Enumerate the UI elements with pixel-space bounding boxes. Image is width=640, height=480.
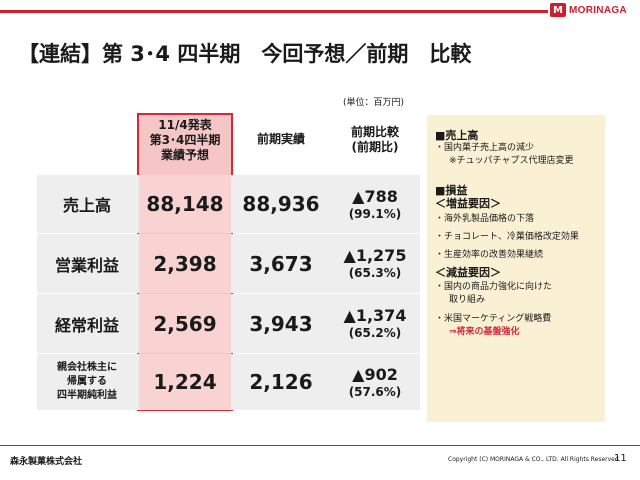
company-logo: M MORINAGA bbox=[550, 3, 627, 17]
ratio-ordinary-profit: (65.2%) bbox=[348, 326, 402, 340]
col-header-comparison: 前期比較 (前期比) bbox=[350, 125, 399, 154]
increase-factor-1: ・海外乳製品価格の下落 bbox=[435, 214, 535, 224]
hl-cell-ordinary bbox=[139, 294, 231, 353]
diff-net-income: ▲902 bbox=[352, 364, 398, 384]
header-rule bbox=[0, 10, 548, 13]
row-label-sales: 売上高 bbox=[62, 196, 111, 215]
row-label-ordinary-profit: 経常利益 bbox=[54, 315, 119, 335]
company-name: 森永製菓株式会社 bbox=[10, 457, 83, 467]
diff-operating-profit: ▲1,275 bbox=[343, 246, 407, 265]
comparison-net-income: ▲902 (57.6%) bbox=[330, 354, 420, 410]
page-title: 【連結】第 3･4 四半期 今回予想／前期 比較 bbox=[18, 42, 472, 66]
sales-note-1: ・国内菓子売上高の減少 bbox=[435, 143, 535, 153]
comparison-sales: ▲788 (99.1%) bbox=[330, 175, 420, 233]
hl-cell-operating bbox=[139, 234, 231, 293]
brand-name: MORINAGA bbox=[569, 4, 627, 16]
prior-operating-profit: 3,673 bbox=[249, 251, 313, 276]
prior-ordinary-profit: 3,943 bbox=[249, 311, 313, 336]
sales-heading: ■売上高 bbox=[435, 129, 479, 142]
forecast-ordinary-profit: 2,569 bbox=[153, 311, 217, 336]
prior-net-income: 2,126 bbox=[249, 370, 313, 394]
row-label-operating-profit: 営業利益 bbox=[54, 255, 119, 275]
decrease-factor-2: ・米国マーケティング戦略費 bbox=[435, 314, 552, 324]
forecast-sales: 88,148 bbox=[146, 192, 224, 216]
decrease-factor-1-cont: 取り組み bbox=[449, 295, 486, 305]
col-header-prior: 前期実績 bbox=[256, 132, 305, 146]
profit-heading: ■損益 bbox=[435, 184, 468, 197]
decrease-factor-2-note: ⇒将来の基盤強化 bbox=[449, 327, 520, 337]
footer-rule bbox=[0, 445, 640, 446]
forecast-operating-profit: 2,398 bbox=[153, 251, 217, 276]
explanation-panel: ■売上高 ・国内菓子売上高の減少 ※チュッパチャプス代理店変更 ■損益 ＜増益要… bbox=[427, 115, 605, 422]
morinaga-angel-icon: M bbox=[550, 3, 566, 17]
forecast-net-income: 1,224 bbox=[153, 370, 217, 394]
increase-factors-heading: ＜増益要因＞ bbox=[435, 197, 501, 210]
ratio-net-income: (57.6%) bbox=[348, 384, 402, 399]
increase-factor-3: ・生産効率の改善効果継続 bbox=[435, 250, 544, 260]
decrease-factors-heading: ＜減益要因＞ bbox=[435, 266, 501, 279]
page-number: 11 bbox=[614, 453, 627, 464]
hl-cell-sales bbox=[139, 175, 231, 233]
hl-cell-net bbox=[139, 354, 231, 409]
ratio-operating-profit: (65.3%) bbox=[348, 266, 402, 280]
ratio-sales: (99.1%) bbox=[348, 206, 402, 221]
decrease-factor-1: ・国内の商品力強化に向けた bbox=[435, 282, 553, 292]
row-label-net-income: 親会社株主に 帰属する 四半期純利益 bbox=[57, 362, 117, 401]
comparison-ordinary-profit: ▲1,374 (65.2%) bbox=[330, 294, 420, 353]
prior-sales: 88,936 bbox=[242, 192, 320, 216]
comparison-operating-profit: ▲1,275 (65.3%) bbox=[330, 234, 420, 293]
sales-note-2: ※チュッパチャプス代理店変更 bbox=[449, 156, 574, 166]
increase-factor-2: ・チョコレート、冷菓価格改定効果 bbox=[435, 232, 579, 242]
diff-sales: ▲788 bbox=[352, 186, 398, 206]
col-header-forecast: 11/4発表 第3･4四半期 業績予想 bbox=[149, 118, 221, 162]
copyright: Copyright (C) MORINAGA & CO., LTD. All R… bbox=[448, 456, 621, 463]
diff-ordinary-profit: ▲1,374 bbox=[343, 306, 407, 325]
unit-note: (単位：百万円) bbox=[343, 98, 405, 108]
